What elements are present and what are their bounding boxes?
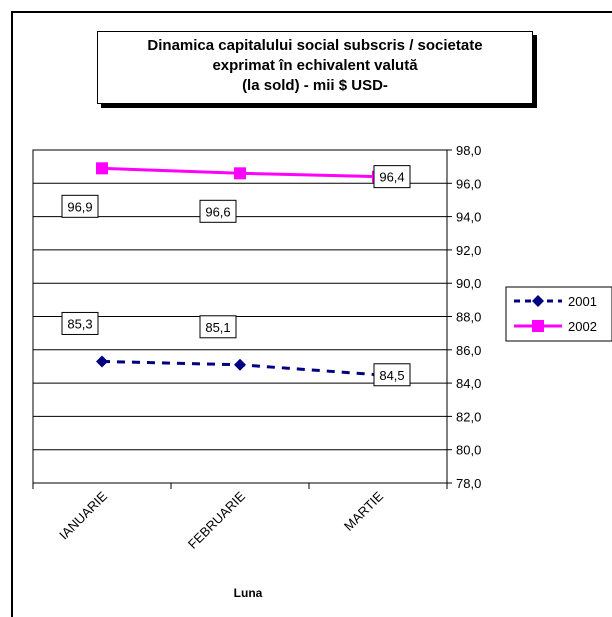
- data-label-2001: 85,1: [199, 315, 237, 339]
- data-label-2002: 96,4: [373, 165, 411, 189]
- svg-text:96,6: 96,6: [205, 204, 230, 219]
- legend-entry-2001: 2001: [514, 294, 597, 309]
- x-tick-label: MARTIE: [341, 488, 386, 533]
- chart-title-line-1: Dinamica capitalului social subscris / s…: [147, 37, 483, 54]
- data-point-2002: [234, 167, 246, 180]
- data-point-2001: [234, 358, 246, 371]
- chart-title-line-2: exprimat în echivalent valută: [212, 57, 418, 74]
- legend-marker-2002: [532, 320, 544, 332]
- legend-label: 2001: [568, 294, 597, 309]
- y-tick-label: 96,0: [456, 176, 481, 191]
- y-tick-label: 94,0: [456, 210, 481, 225]
- series-layer: [96, 162, 384, 381]
- svg-text:84,5: 84,5: [379, 368, 404, 383]
- data-label-2002: 96,9: [61, 194, 99, 218]
- legend-box: [505, 286, 612, 342]
- x-axis: IANUARIE FEBRUARIE MARTIE: [32, 483, 448, 552]
- y-tick-label: 88,0: [456, 310, 481, 325]
- x-tick-label: FEBRUARIE: [185, 488, 248, 551]
- x-axis-title: Luna: [234, 586, 263, 600]
- svg-text:85,3: 85,3: [67, 316, 92, 331]
- y-tick-label: 84,0: [456, 376, 481, 391]
- y-axis: 78,0 80,0 82,0 84,0 86,0 88,0 90,0 92,0 94,0 96,0…: [446, 143, 481, 491]
- data-labels: 85,3 85,1 84,5 96,9 96,6 96,4: [61, 165, 411, 387]
- data-label-2001: 85,3: [61, 311, 99, 335]
- svg-text:96,4: 96,4: [379, 170, 404, 185]
- y-tick-label: 90,0: [456, 276, 481, 291]
- data-point-2002: [96, 162, 108, 175]
- svg-text:85,1: 85,1: [205, 320, 230, 335]
- data-label-2001: 84,5: [373, 363, 411, 387]
- y-tick-label: 80,0: [456, 443, 481, 458]
- legend-marker-2001: [532, 295, 544, 307]
- data-label-2002: 96,6: [199, 199, 237, 223]
- y-tick-label: 82,0: [456, 409, 481, 424]
- legend: 2001 2002: [505, 286, 612, 342]
- y-tick-label: 78,0: [456, 476, 481, 491]
- y-tick-label: 98,0: [456, 143, 481, 158]
- y-tick-label: 86,0: [456, 343, 481, 358]
- svg-text:96,9: 96,9: [67, 199, 92, 214]
- legend-label: 2002: [568, 319, 597, 334]
- chart-title-line-3: (la sold) - mii $ USD-: [242, 77, 388, 94]
- data-point-2001: [96, 355, 108, 368]
- legend-entry-2002: 2002: [514, 319, 597, 334]
- chart-frame: [11, 11, 612, 617]
- chart-title-box: Dinamica capitalului social subscris / s…: [97, 31, 533, 104]
- x-tick-label: IANUARIE: [56, 488, 110, 542]
- y-tick-label: 92,0: [456, 243, 481, 258]
